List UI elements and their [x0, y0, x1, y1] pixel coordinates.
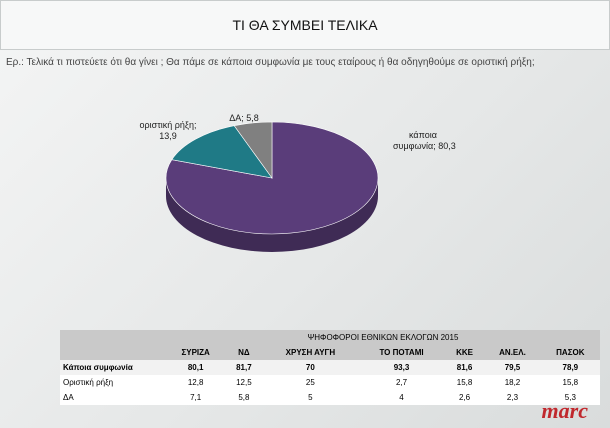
table-cell: 4 [358, 390, 445, 405]
table-header-row: ΣΥΡΙΖΑ ΝΔ ΧΡΥΣΗ ΑΥΓΗ ΤΟ ΠΟΤΑΜΙ ΚΚΕ ΑΝ.ΕΛ. ΠΑΣΟ… [60, 345, 600, 360]
table-cell: 81,6 [444, 360, 485, 375]
column-header: ΤΟ ΠΟΤΑΜΙ [358, 345, 445, 360]
table-cell: 5 [262, 390, 359, 405]
question: Ερ.: Τελικά τι πιστεύετε ότι θα γίνει ; … [6, 57, 535, 68]
table-cell: 12,8 [166, 375, 226, 390]
slice-category: ΔΑ; [229, 113, 246, 123]
table-cell: 5,3 [540, 390, 600, 405]
table-cell: 2,7 [358, 375, 445, 390]
slice-value: 13,9 [159, 131, 177, 141]
slice-value: 80,3 [438, 141, 456, 151]
row-label: Κάποια συμφωνία [60, 360, 166, 375]
slice-value: 5,8 [246, 113, 259, 123]
table-cell: 7,1 [166, 390, 226, 405]
column-header: ΠΑΣΟΚ [540, 345, 600, 360]
table-cell: 5,8 [225, 390, 263, 405]
pie-chart: κάποια συμφωνία; 80,3 οριστική ρήξη; 13,9 ΔΑ… [140, 113, 456, 252]
table-cell: 12,5 [225, 375, 263, 390]
slice-category: κάποια [409, 130, 437, 140]
table-caption-row: ΨΗΦΟΦΟΡΟΙ ΕΘΝΙΚΩΝ ΕΚΛΟΓΩΝ 2015 [60, 330, 600, 345]
pie-slice [233, 121, 273, 179]
column-header: ΧΡΥΣΗ ΑΥΓΗ [262, 345, 359, 360]
slice-label: οριστική ρήξη; 13,9 [140, 120, 197, 141]
slice-label: ΔΑ; 5,8 [229, 113, 259, 123]
slice-category: συμφωνία; [393, 141, 438, 151]
table-row: Οριστική ρήξη 12,8 12,5 25 2,7 15,8 18,2 15,8 [60, 375, 600, 390]
table-cell: 2,6 [444, 390, 485, 405]
table-cell: 93,3 [358, 360, 445, 375]
slice-label: κάποια συμφωνία; 80,3 [393, 130, 456, 151]
results-table: ΨΗΦΟΦΟΡΟΙ ΕΘΝΙΚΩΝ ΕΚΛΟΓΩΝ 2015 ΣΥΡΙΖΑ ΝΔ Χ… [60, 330, 600, 405]
table-cell: 80,1 [166, 360, 226, 375]
column-header: ΑΝ.ΕΛ. [484, 345, 541, 360]
pie-slice [165, 121, 379, 235]
pie-slice-side [166, 178, 378, 252]
table-cell: 81,7 [225, 360, 263, 375]
table-cell: 18,2 [484, 375, 541, 390]
column-header: ΣΥΡΙΖΑ [166, 345, 226, 360]
table-corner [60, 330, 166, 345]
table-cell: 25 [262, 375, 359, 390]
table-cell: 79,5 [484, 360, 541, 375]
table-cell: 15,8 [444, 375, 485, 390]
pie-slice [171, 125, 273, 179]
table-row: ΔΑ 7,1 5,8 5 4 2,6 2,3 5,3 [60, 390, 600, 405]
table-cell: 78,9 [540, 360, 600, 375]
row-label: ΔΑ [60, 390, 166, 405]
column-header: ΝΔ [225, 345, 263, 360]
slide-title: ΤΙ ΘΑ ΣΥΜΒΕΙ ΤΕΛΙΚΑ [0, 0, 610, 50]
table-corner [60, 345, 166, 360]
table-cell: 70 [262, 360, 359, 375]
row-label: Οριστική ρήξη [60, 375, 166, 390]
table-row: Κάποια συμφωνία 80,1 81,7 70 93,3 81,6 79,5 78,… [60, 360, 600, 375]
table-caption: ΨΗΦΟΦΟΡΟΙ ΕΘΝΙΚΩΝ ΕΚΛΟΓΩΝ 2015 [166, 330, 600, 345]
column-header: ΚΚΕ [444, 345, 485, 360]
table-cell: 15,8 [540, 375, 600, 390]
table-cell: 2,3 [484, 390, 541, 405]
slice-category: οριστική ρήξη; [140, 120, 197, 130]
logo: marc [541, 398, 588, 423]
